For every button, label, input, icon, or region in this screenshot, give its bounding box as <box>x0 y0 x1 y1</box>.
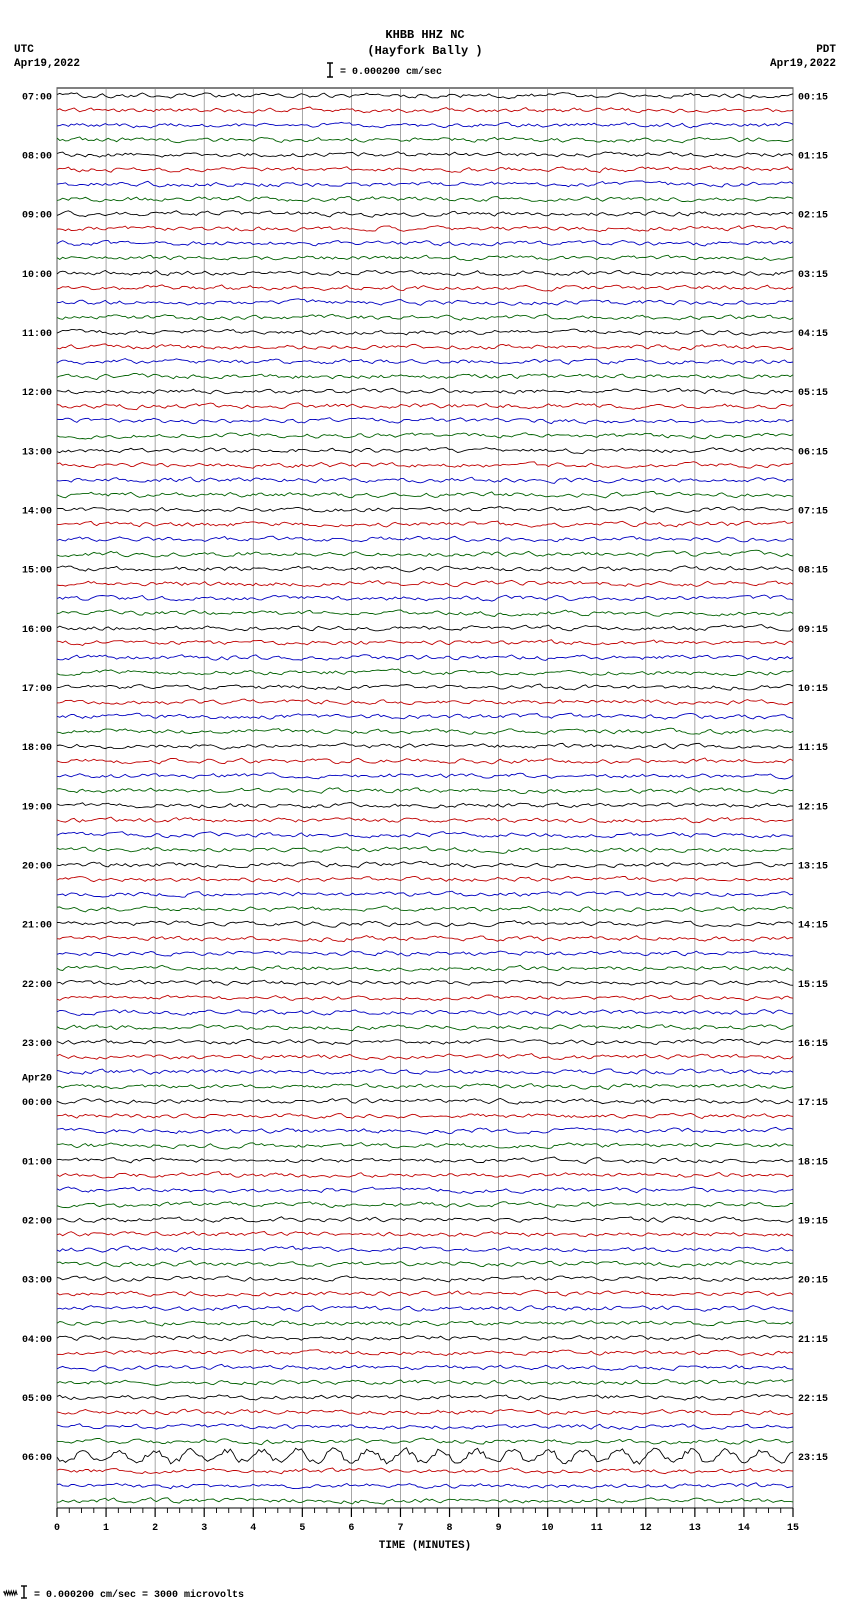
x-tick-label: 5 <box>299 1523 305 1534</box>
x-tick-label: 14 <box>738 1523 750 1534</box>
left-time-label: 12:00 <box>22 388 52 399</box>
left-time-label: 19:00 <box>22 802 52 813</box>
right-time-label: 00:15 <box>798 92 828 103</box>
right-time-label: 01:15 <box>798 152 828 163</box>
x-tick-label: 13 <box>689 1523 701 1534</box>
right-time-label: 17:15 <box>798 1098 828 1109</box>
footer-scale: = 0.000200 cm/sec = 3000 microvolts <box>34 1589 244 1601</box>
right-time-label: 19:15 <box>798 1217 828 1228</box>
left-time-label: 00:00 <box>22 1098 52 1109</box>
x-tick-label: 0 <box>54 1523 60 1534</box>
location-subtitle: (Hayfork Bally ) <box>367 44 482 58</box>
left-time-label: 17:00 <box>22 684 52 695</box>
right-time-label: 15:15 <box>798 980 828 991</box>
left-date: Apr19,2022 <box>14 58 80 70</box>
seismogram-svg: KHBB HHZ NC (Hayfork Bally ) = 0.000200 cm… <box>0 0 850 1613</box>
right-time-label: 04:15 <box>798 329 828 340</box>
seismogram-chart: KHBB HHZ NC (Hayfork Bally ) = 0.000200 cm… <box>0 0 850 1613</box>
x-tick-label: 10 <box>542 1523 554 1534</box>
x-tick-label: 1 <box>103 1523 109 1534</box>
right-tz: PDT <box>816 44 836 56</box>
right-time-label: 23:15 <box>798 1453 828 1464</box>
left-time-label: Apr20 <box>22 1073 52 1084</box>
x-tick-label: 6 <box>348 1523 354 1534</box>
x-tick-label: 12 <box>640 1523 652 1534</box>
right-time-label: 12:15 <box>798 802 828 813</box>
left-time-label: 06:00 <box>22 1453 52 1464</box>
right-time-label: 06:15 <box>798 447 828 458</box>
x-tick-label: 7 <box>397 1523 403 1534</box>
right-time-label: 08:15 <box>798 566 828 577</box>
right-date: Apr19,2022 <box>770 58 836 70</box>
left-time-label: 14:00 <box>22 507 52 518</box>
right-time-label: 09:15 <box>798 625 828 636</box>
left-time-label: 04:00 <box>22 1335 52 1346</box>
x-tick-label: 9 <box>496 1523 502 1534</box>
left-time-label: 07:00 <box>22 92 52 103</box>
left-time-label: 15:00 <box>22 566 52 577</box>
right-time-label: 16:15 <box>798 1039 828 1050</box>
left-time-label: 16:00 <box>22 625 52 636</box>
left-time-label: 10:00 <box>22 270 52 281</box>
right-time-label: 20:15 <box>798 1276 828 1287</box>
right-time-label: 22:15 <box>798 1394 828 1405</box>
left-time-label: 13:00 <box>22 447 52 458</box>
x-tick-label: 4 <box>250 1523 256 1534</box>
right-time-label: 14:15 <box>798 921 828 932</box>
left-time-label: 11:00 <box>22 329 52 340</box>
left-time-label: 05:00 <box>22 1394 52 1405</box>
right-time-label: 03:15 <box>798 270 828 281</box>
left-time-label: 02:00 <box>22 1217 52 1228</box>
right-time-label: 05:15 <box>798 388 828 399</box>
station-title: KHBB HHZ NC <box>385 28 464 42</box>
right-time-label: 02:15 <box>798 211 828 222</box>
right-time-label: 21:15 <box>798 1335 828 1346</box>
right-time-label: 13:15 <box>798 862 828 873</box>
left-time-label: 08:00 <box>22 152 52 163</box>
left-tz: UTC <box>14 44 34 56</box>
left-time-label: 18:00 <box>22 743 52 754</box>
scale-label: = 0.000200 cm/sec <box>340 66 442 78</box>
x-tick-label: 8 <box>447 1523 453 1534</box>
x-axis-label: TIME (MINUTES) <box>379 1540 471 1552</box>
left-time-label: 20:00 <box>22 862 52 873</box>
x-tick-label: 3 <box>201 1523 207 1534</box>
x-tick-label: 11 <box>591 1523 603 1534</box>
right-time-label: 18:15 <box>798 1157 828 1168</box>
right-time-label: 11:15 <box>798 743 828 754</box>
left-time-label: 03:00 <box>22 1276 52 1287</box>
left-time-label: 21:00 <box>22 921 52 932</box>
x-tick-label: 2 <box>152 1523 158 1534</box>
left-time-label: 23:00 <box>22 1039 52 1050</box>
left-time-label: 09:00 <box>22 211 52 222</box>
left-time-label: 22:00 <box>22 980 52 991</box>
right-time-label: 07:15 <box>798 507 828 518</box>
left-time-label: 01:00 <box>22 1157 52 1168</box>
right-time-label: 10:15 <box>798 684 828 695</box>
x-tick-label: 15 <box>787 1523 799 1534</box>
